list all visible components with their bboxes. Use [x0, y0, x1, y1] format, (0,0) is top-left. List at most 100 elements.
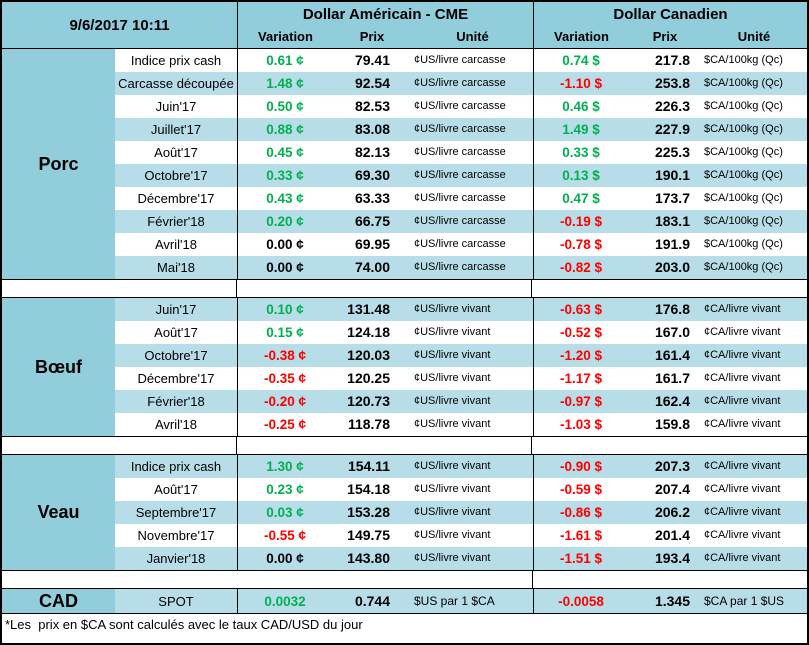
usd-prix-header: Prix: [359, 29, 385, 44]
table-row: Décembre'17 0.43 ¢ 63.33 ¢US/livre carcasse…: [115, 187, 807, 210]
usd-variation-value: 0.45 ¢: [237, 141, 332, 164]
cad-prix-value: 190.1: [654, 167, 690, 183]
cad-unit-label: $CA/100kg (Qc): [704, 261, 783, 273]
usd-variation-value: 0.10 ¢: [237, 298, 332, 321]
cad-section-label: CAD: [2, 589, 115, 613]
cad-prix-value: 176.8: [654, 301, 690, 317]
cad-unit-label: $CA/100kg (Qc): [704, 146, 783, 158]
table-row: Avril'18 -0.25 ¢ 118.78 ¢US/livre vivant -1.…: [115, 413, 807, 436]
usd-variation-value: 0.50 ¢: [237, 95, 332, 118]
usd-variation-value: 0.23 ¢: [237, 478, 332, 501]
table-row: Février'18 0.20 ¢ 66.75 ¢US/livre carcasse -…: [115, 210, 807, 233]
row-label: Octobre'17: [144, 348, 208, 363]
cad-variation-value: -0.78 $: [533, 233, 628, 256]
cad-unit-label: ¢CA/livre vivant: [704, 326, 781, 338]
cad-unit-label: $CA/100kg (Qc): [704, 192, 783, 204]
row-label: Septembre'17: [135, 505, 217, 520]
cad-variation-value: -1.17 $: [533, 367, 628, 390]
row-label: Décembre'17: [137, 191, 215, 206]
usd-unit-label: ¢US/livre carcasse: [414, 261, 506, 273]
usd-group-title: Dollar Américain - CME: [302, 6, 469, 23]
table-row: Août'17 0.45 ¢ 82.13 ¢US/livre carcasse 0.33…: [115, 141, 807, 164]
cad-prix-value: 206.2: [654, 504, 690, 520]
cad-prix-value: 217.8: [654, 52, 690, 68]
usd-column-headers: Variation Prix Unité: [238, 27, 533, 48]
cad-unite-header: Unité: [737, 29, 771, 44]
usd-unit-label: ¢US/livre vivant: [414, 303, 491, 315]
usd-prix-value: 120.73: [347, 393, 390, 409]
table-row: Août'17 0.23 ¢ 154.18 ¢US/livre vivant -0.59…: [115, 478, 807, 501]
table-row: Mai'18 0.00 ¢ 74.00 ¢US/livre carcasse -0.82…: [115, 256, 807, 279]
cad-variation-value: 0.74 $: [533, 49, 628, 72]
cad-unit-label: $CA/100kg (Qc): [704, 123, 783, 135]
cad-usd-unit: $US par 1 $CA: [414, 594, 495, 608]
row-label: Février'18: [147, 394, 205, 409]
cad-variation-value: -0.63 $: [533, 298, 628, 321]
cad-unit-label: ¢CA/livre vivant: [704, 395, 781, 407]
row-label: Novembre'17: [137, 528, 215, 543]
usd-prix-value: 69.30: [354, 167, 390, 183]
section-gap: [2, 436, 807, 455]
usd-variation-value: 0.00 ¢: [237, 547, 332, 570]
usd-unit-label: ¢US/livre carcasse: [414, 215, 506, 227]
usd-prix-value: 92.54: [354, 75, 390, 91]
cad-unit-label: ¢CA/livre vivant: [704, 349, 781, 361]
usd-variation-value: -0.25 ¢: [237, 413, 332, 436]
usd-unit-label: ¢US/livre carcasse: [414, 169, 506, 181]
cad-variation-value: -0.52 $: [533, 321, 628, 344]
cad-prix-value: 201.4: [654, 527, 690, 543]
footnote: *Les prix en $CA sont calculés avec le t…: [2, 614, 807, 635]
usd-unit-label: ¢US/livre vivant: [414, 326, 491, 338]
cad-variation-value: 0.46 $: [533, 95, 628, 118]
spot-label: SPOT: [158, 594, 194, 609]
usd-prix-value: 153.28: [347, 504, 390, 520]
cad-prix-value: 161.7: [654, 370, 690, 386]
cad-unit-label: ¢CA/livre vivant: [704, 506, 781, 518]
cad-cad-variation: -0.0058: [533, 589, 628, 614]
row-label: Indice prix cash: [130, 53, 222, 68]
cad-prix-value: 193.4: [654, 550, 690, 566]
cad-prix-value: 227.9: [654, 121, 690, 137]
cad-variation-value: -0.86 $: [533, 501, 628, 524]
row-label: Janvier'18: [146, 551, 206, 566]
usd-unit-label: ¢US/livre vivant: [414, 460, 491, 472]
usd-variation-value: -0.35 ¢: [237, 367, 332, 390]
section-2: Veau Indice prix cash 1.30 ¢ 154.11 ¢US/livr…: [2, 455, 807, 570]
cad-variation-value: -0.59 $: [533, 478, 628, 501]
row-label: Août'17: [154, 325, 198, 340]
row-label: Août'17: [154, 482, 198, 497]
table-row: Octobre'17 0.33 ¢ 69.30 ¢US/livre carcasse 0…: [115, 164, 807, 187]
cad-prix-value: 207.3: [654, 458, 690, 474]
cad-variation-value: -1.51 $: [533, 547, 628, 570]
table-row: Indice prix cash 1.30 ¢ 154.11 ¢US/livre vi…: [115, 455, 807, 478]
section-1: Bœuf Juin'17 0.10 ¢ 131.48 ¢US/livre vivant -…: [2, 298, 807, 436]
row-label: Avril'18: [155, 417, 197, 432]
usd-unit-label: ¢US/livre carcasse: [414, 238, 506, 250]
cad-variation-value: 1.49 $: [533, 118, 628, 141]
cad-unit-label: $CA/100kg (Qc): [704, 77, 783, 89]
cad-unit-label: $CA/100kg (Qc): [704, 238, 783, 250]
section-title: Veau: [2, 455, 115, 570]
usd-variation-value: 0.88 ¢: [237, 118, 332, 141]
usd-variation-value: -0.20 ¢: [237, 390, 332, 413]
gap-usd-cell: [237, 437, 532, 454]
cad-variation-value: -1.20 $: [533, 344, 628, 367]
gap-left-cell: [2, 571, 237, 588]
row-label: Mai'18: [157, 260, 195, 275]
cad-unit-label: ¢CA/livre vivant: [704, 552, 781, 564]
usd-variation-value: 1.48 ¢: [237, 72, 332, 95]
table-row: Février'18 -0.20 ¢ 120.73 ¢US/livre vivant -…: [115, 390, 807, 413]
section-gap: [2, 570, 807, 589]
usd-variation-value: 0.00 ¢: [237, 256, 332, 279]
row-label: Juin'17: [155, 302, 197, 317]
usd-column-group: Dollar Américain - CME Variation Prix Un…: [237, 2, 533, 48]
cad-variation-header: Variation: [554, 29, 609, 44]
usd-prix-value: 66.75: [354, 213, 390, 229]
cad-variation-value: 0.33 $: [533, 141, 628, 164]
table-row: Décembre'17 -0.35 ¢ 120.25 ¢US/livre vivant…: [115, 367, 807, 390]
usd-prix-value: 69.95: [354, 236, 390, 252]
usd-unit-label: ¢US/livre vivant: [414, 552, 491, 564]
gap-left-cell: [2, 437, 237, 454]
usd-variation-value: 0.33 ¢: [237, 164, 332, 187]
cad-prix-header: Prix: [652, 29, 678, 44]
